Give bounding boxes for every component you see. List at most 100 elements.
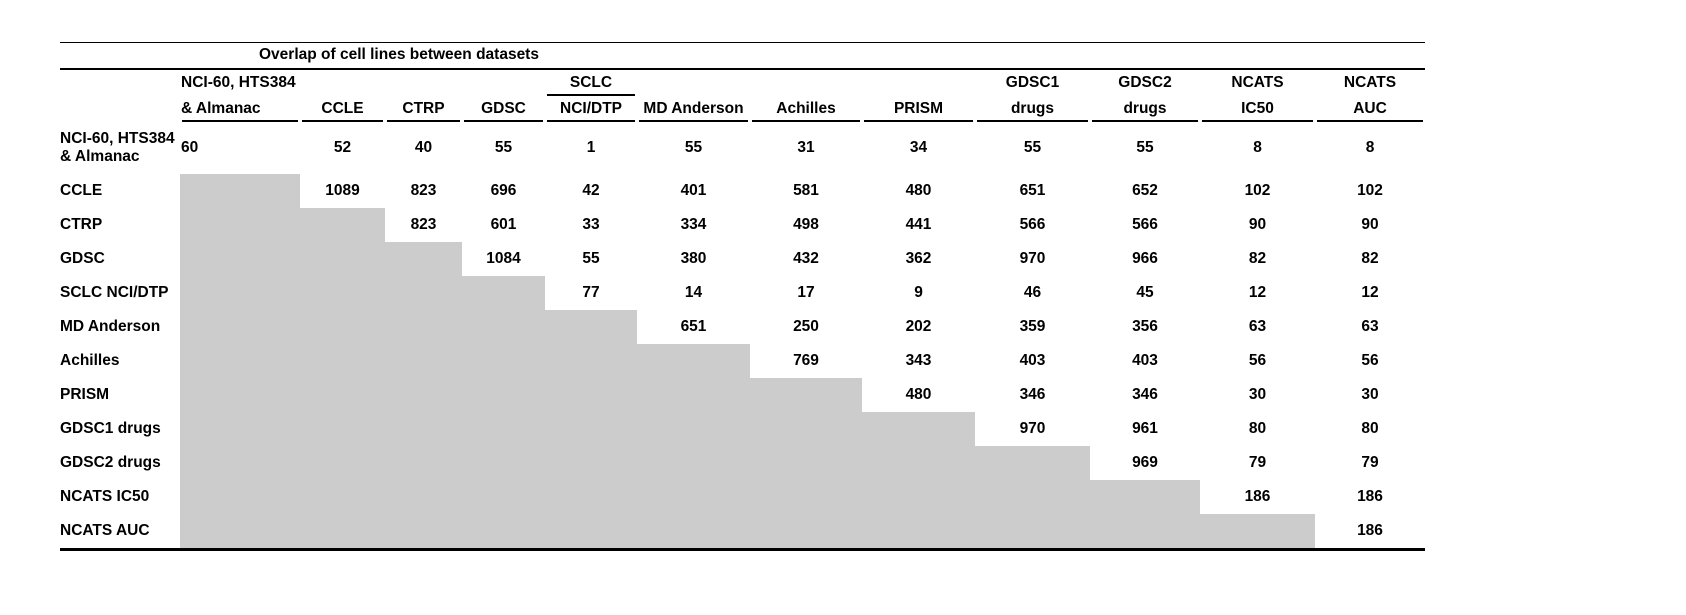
value-cell: 769	[793, 351, 819, 369]
shaded-cell	[300, 241, 385, 276]
value-cell: 77	[582, 283, 600, 301]
shaded-cell	[637, 377, 750, 412]
shaded-cell	[750, 445, 862, 480]
corner-cell	[60, 69, 180, 96]
value-cell: 480	[905, 181, 932, 199]
shaded-cell	[637, 513, 750, 550]
value-cell: 651	[1019, 181, 1046, 199]
shaded-cell	[545, 479, 637, 514]
value-cell: 480	[905, 385, 932, 403]
shaded-cell	[180, 275, 300, 310]
shaded-cell	[545, 309, 637, 344]
value-cell: 566	[1019, 215, 1046, 233]
shaded-cell	[300, 377, 385, 412]
col-header-top-1	[300, 69, 385, 96]
col-header-top-10: NCATS	[1231, 74, 1284, 91]
table-row: CTRP 823 601 33 334 498 441 566 566 90 90	[60, 207, 1425, 242]
value-cell: 55	[1023, 138, 1042, 156]
value-cell: 102	[1357, 181, 1383, 199]
shaded-cell	[462, 445, 545, 480]
shaded-cell	[462, 377, 545, 412]
value-cell: 52	[333, 138, 352, 156]
value-cell: 970	[1019, 419, 1046, 437]
table-title: Overlap of cell lines between datasets	[60, 42, 1425, 70]
shaded-cell	[385, 513, 462, 550]
col-header-bottom-7: PRISM	[862, 96, 975, 122]
shaded-cell	[385, 411, 462, 446]
shaded-cell	[300, 343, 385, 378]
table-row: CCLE 1089 823 696 42 401 581 480 651 652 102 102	[60, 173, 1425, 208]
col-header-top-8: GDSC1	[1005, 74, 1060, 91]
shaded-cell	[180, 173, 300, 208]
shaded-cell	[385, 479, 462, 514]
shaded-cell	[975, 479, 1090, 514]
value-cell: 63	[1248, 317, 1267, 335]
shaded-cell	[180, 411, 300, 446]
col-header-bottom-3: GDSC	[462, 96, 545, 122]
value-cell: 403	[1132, 351, 1158, 369]
value-cell: 42	[582, 181, 600, 199]
value-cell: 82	[1248, 249, 1267, 267]
value-cell: 46	[1023, 283, 1042, 301]
col-header-bottom-11: AUC	[1315, 96, 1425, 122]
value-cell: 651	[680, 317, 707, 335]
row-label: CCLE	[60, 181, 103, 199]
col-header-top-0: NCI-60, HTS384	[181, 74, 296, 91]
value-cell: 55	[1136, 138, 1154, 156]
shaded-cell	[975, 445, 1090, 480]
col-header-bottom-4: NCI/DTP	[545, 96, 637, 122]
col-header-top-7	[862, 69, 975, 96]
shaded-cell	[545, 411, 637, 446]
value-cell: 40	[414, 138, 433, 156]
value-cell: 56	[1248, 351, 1267, 369]
table-row: Achilles 769 343 403 403 56 56	[60, 343, 1425, 378]
shaded-cell	[637, 411, 750, 446]
col-header-bottom-10: IC50	[1200, 96, 1315, 122]
row-label: GDSC2 drugs	[60, 453, 161, 471]
shaded-cell	[385, 241, 462, 276]
shaded-cell	[300, 207, 385, 242]
value-cell: 601	[490, 215, 517, 233]
table-row: PRISM 480 346 346 30 30	[60, 377, 1425, 412]
value-cell: 823	[410, 181, 437, 199]
value-cell: 356	[1132, 317, 1158, 335]
value-cell: 80	[1248, 419, 1267, 437]
shaded-cell	[385, 309, 462, 344]
title-row: Overlap of cell lines between datasets	[60, 42, 1425, 70]
value-cell: 961	[1132, 419, 1158, 437]
shaded-cell	[300, 275, 385, 310]
shaded-cell	[750, 479, 862, 514]
shaded-cell	[180, 377, 300, 412]
value-cell: 31	[797, 138, 815, 156]
value-cell: 346	[1019, 385, 1046, 403]
value-cell: 60	[181, 138, 199, 156]
value-cell: 34	[909, 138, 928, 156]
shaded-cell	[545, 377, 637, 412]
shaded-cell	[385, 343, 462, 378]
shaded-cell	[462, 343, 545, 378]
value-cell: 186	[1357, 487, 1383, 505]
value-cell: 79	[1361, 453, 1379, 471]
value-cell: 969	[1132, 453, 1158, 471]
value-cell: 441	[905, 215, 932, 233]
row-label: MD Anderson	[60, 317, 161, 335]
col-header-bottom-9: drugs	[1090, 96, 1200, 122]
value-cell: 33	[582, 215, 600, 233]
value-cell: 966	[1132, 249, 1158, 267]
shaded-cell	[1090, 513, 1200, 550]
table-row: MD Anderson 651 250 202 359 356 63 63	[60, 309, 1425, 344]
shaded-cell	[750, 513, 862, 550]
value-cell: 202	[905, 317, 932, 335]
shaded-cell	[862, 411, 975, 446]
value-cell: 362	[905, 249, 932, 267]
value-cell: 566	[1132, 215, 1158, 233]
shaded-cell	[462, 513, 545, 550]
value-cell: 581	[793, 181, 819, 199]
value-cell: 401	[680, 181, 707, 199]
row-label: Achilles	[60, 351, 120, 369]
shaded-cell	[637, 343, 750, 378]
corner-cell	[60, 96, 180, 122]
shaded-cell	[300, 411, 385, 446]
value-cell: 30	[1361, 385, 1379, 403]
